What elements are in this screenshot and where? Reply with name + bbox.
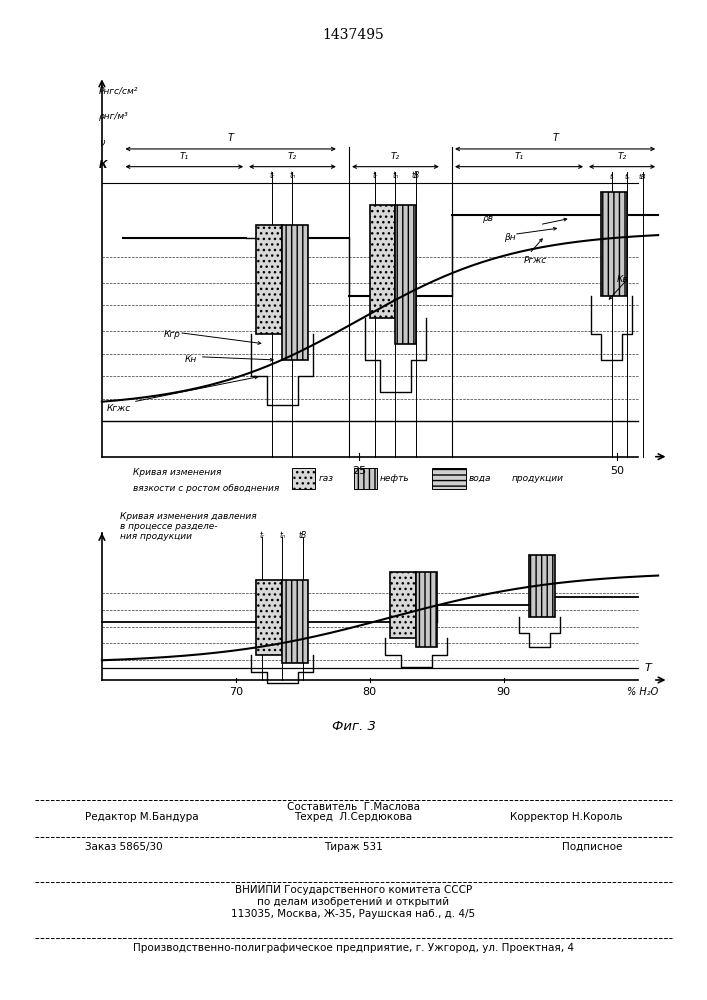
Text: 80: 80: [363, 687, 377, 697]
Bar: [257, 580, 282, 655]
Text: 1437495: 1437495: [322, 28, 385, 42]
Text: tᵣ: tᵣ: [609, 174, 614, 180]
Text: tB: tB: [412, 171, 420, 180]
Text: 90: 90: [496, 687, 510, 697]
Text: tB: tB: [639, 174, 646, 180]
Text: 50: 50: [610, 466, 624, 476]
Text: T₂: T₂: [391, 152, 400, 161]
Bar: [370, 205, 395, 318]
Text: Ргжс: Ргжс: [524, 256, 547, 265]
Text: Редактор М.Бандура: Редактор М.Бандура: [85, 812, 199, 822]
Text: T₂: T₂: [288, 152, 297, 161]
Bar: [354, 468, 377, 489]
Text: ВНИИПИ Государственного комитета СССР: ВНИИПИ Государственного комитета СССР: [235, 885, 472, 895]
Text: Кривая изменения: Кривая изменения: [133, 468, 221, 477]
Text: Кгжс: Кгжс: [107, 404, 132, 413]
Text: T₂: T₂: [617, 152, 626, 161]
Text: T₁: T₁: [515, 152, 524, 161]
Text: в процессе разделе-: в процессе разделе-: [120, 522, 218, 531]
Text: tᵣ: tᵣ: [269, 171, 274, 180]
Text: К: К: [99, 160, 107, 170]
Text: tₙ: tₙ: [289, 171, 296, 180]
Bar: [431, 468, 465, 489]
Text: T: T: [552, 133, 558, 143]
Text: Кв: Кв: [617, 275, 629, 284]
Text: tᵣ: tᵣ: [259, 531, 264, 540]
Text: Кривая изменения давления: Кривая изменения давления: [120, 512, 257, 521]
Bar: [282, 225, 308, 360]
Bar: [602, 192, 627, 296]
Text: 113035, Москва, Ж-35, Раушская наб., д. 4/5: 113035, Москва, Ж-35, Раушская наб., д. …: [231, 909, 476, 919]
Text: Pнгс/см²: Pнгс/см²: [99, 86, 138, 95]
Text: T: T: [228, 133, 233, 143]
Bar: [416, 572, 437, 647]
Text: вода: вода: [469, 474, 491, 483]
Text: Производственно-полиграфическое предприятие, г. Ужгород, ул. Проектная, 4: Производственно-полиграфическое предприя…: [133, 943, 574, 953]
Bar: [530, 555, 555, 617]
Text: tᵣ: tᵣ: [373, 171, 378, 180]
Text: Заказ 5865/30: Заказ 5865/30: [85, 842, 163, 852]
Bar: [282, 580, 308, 663]
Text: % H₂O: % H₂O: [627, 687, 658, 697]
Text: продукции: продукции: [512, 474, 564, 483]
Text: Корректор Н.Король: Корректор Н.Король: [510, 812, 622, 822]
Text: tₙ: tₙ: [392, 171, 399, 180]
Text: Тираж 531: Тираж 531: [324, 842, 383, 852]
Text: газ: газ: [318, 474, 333, 483]
Bar: [395, 205, 416, 344]
Text: Составитель  Г.Маслова: Составитель Г.Маслова: [287, 802, 420, 812]
Text: tₙ: tₙ: [279, 531, 285, 540]
Text: Кн: Кн: [185, 356, 197, 364]
Text: T: T: [645, 663, 651, 673]
Bar: [293, 468, 315, 489]
Text: Кгр: Кгр: [164, 330, 180, 339]
Text: tB: tB: [298, 531, 307, 540]
Text: вязкости с ростом обводнения: вязкости с ростом обводнения: [133, 484, 279, 493]
Text: Подписное: Подписное: [562, 842, 622, 852]
Text: 25: 25: [352, 466, 366, 476]
Text: нефть: нефть: [380, 474, 409, 483]
Text: tₙ: tₙ: [624, 174, 630, 180]
Bar: [390, 572, 416, 638]
Text: Техред  Л.Сердюкова: Техред Л.Сердюкова: [294, 812, 413, 822]
Text: ρв: ρв: [483, 214, 494, 223]
Text: по делам изобретений и открытий: по делам изобретений и открытий: [257, 897, 450, 907]
Bar: [257, 225, 282, 334]
Text: ν: ν: [99, 138, 105, 148]
Text: ния продукции: ния продукции: [120, 532, 192, 541]
Text: ρнг/м³: ρнг/м³: [99, 112, 129, 121]
Text: Фиг. 3: Фиг. 3: [332, 720, 375, 733]
Text: βн: βн: [503, 233, 515, 242]
Text: T₁: T₁: [180, 152, 189, 161]
Text: 70: 70: [229, 687, 243, 697]
